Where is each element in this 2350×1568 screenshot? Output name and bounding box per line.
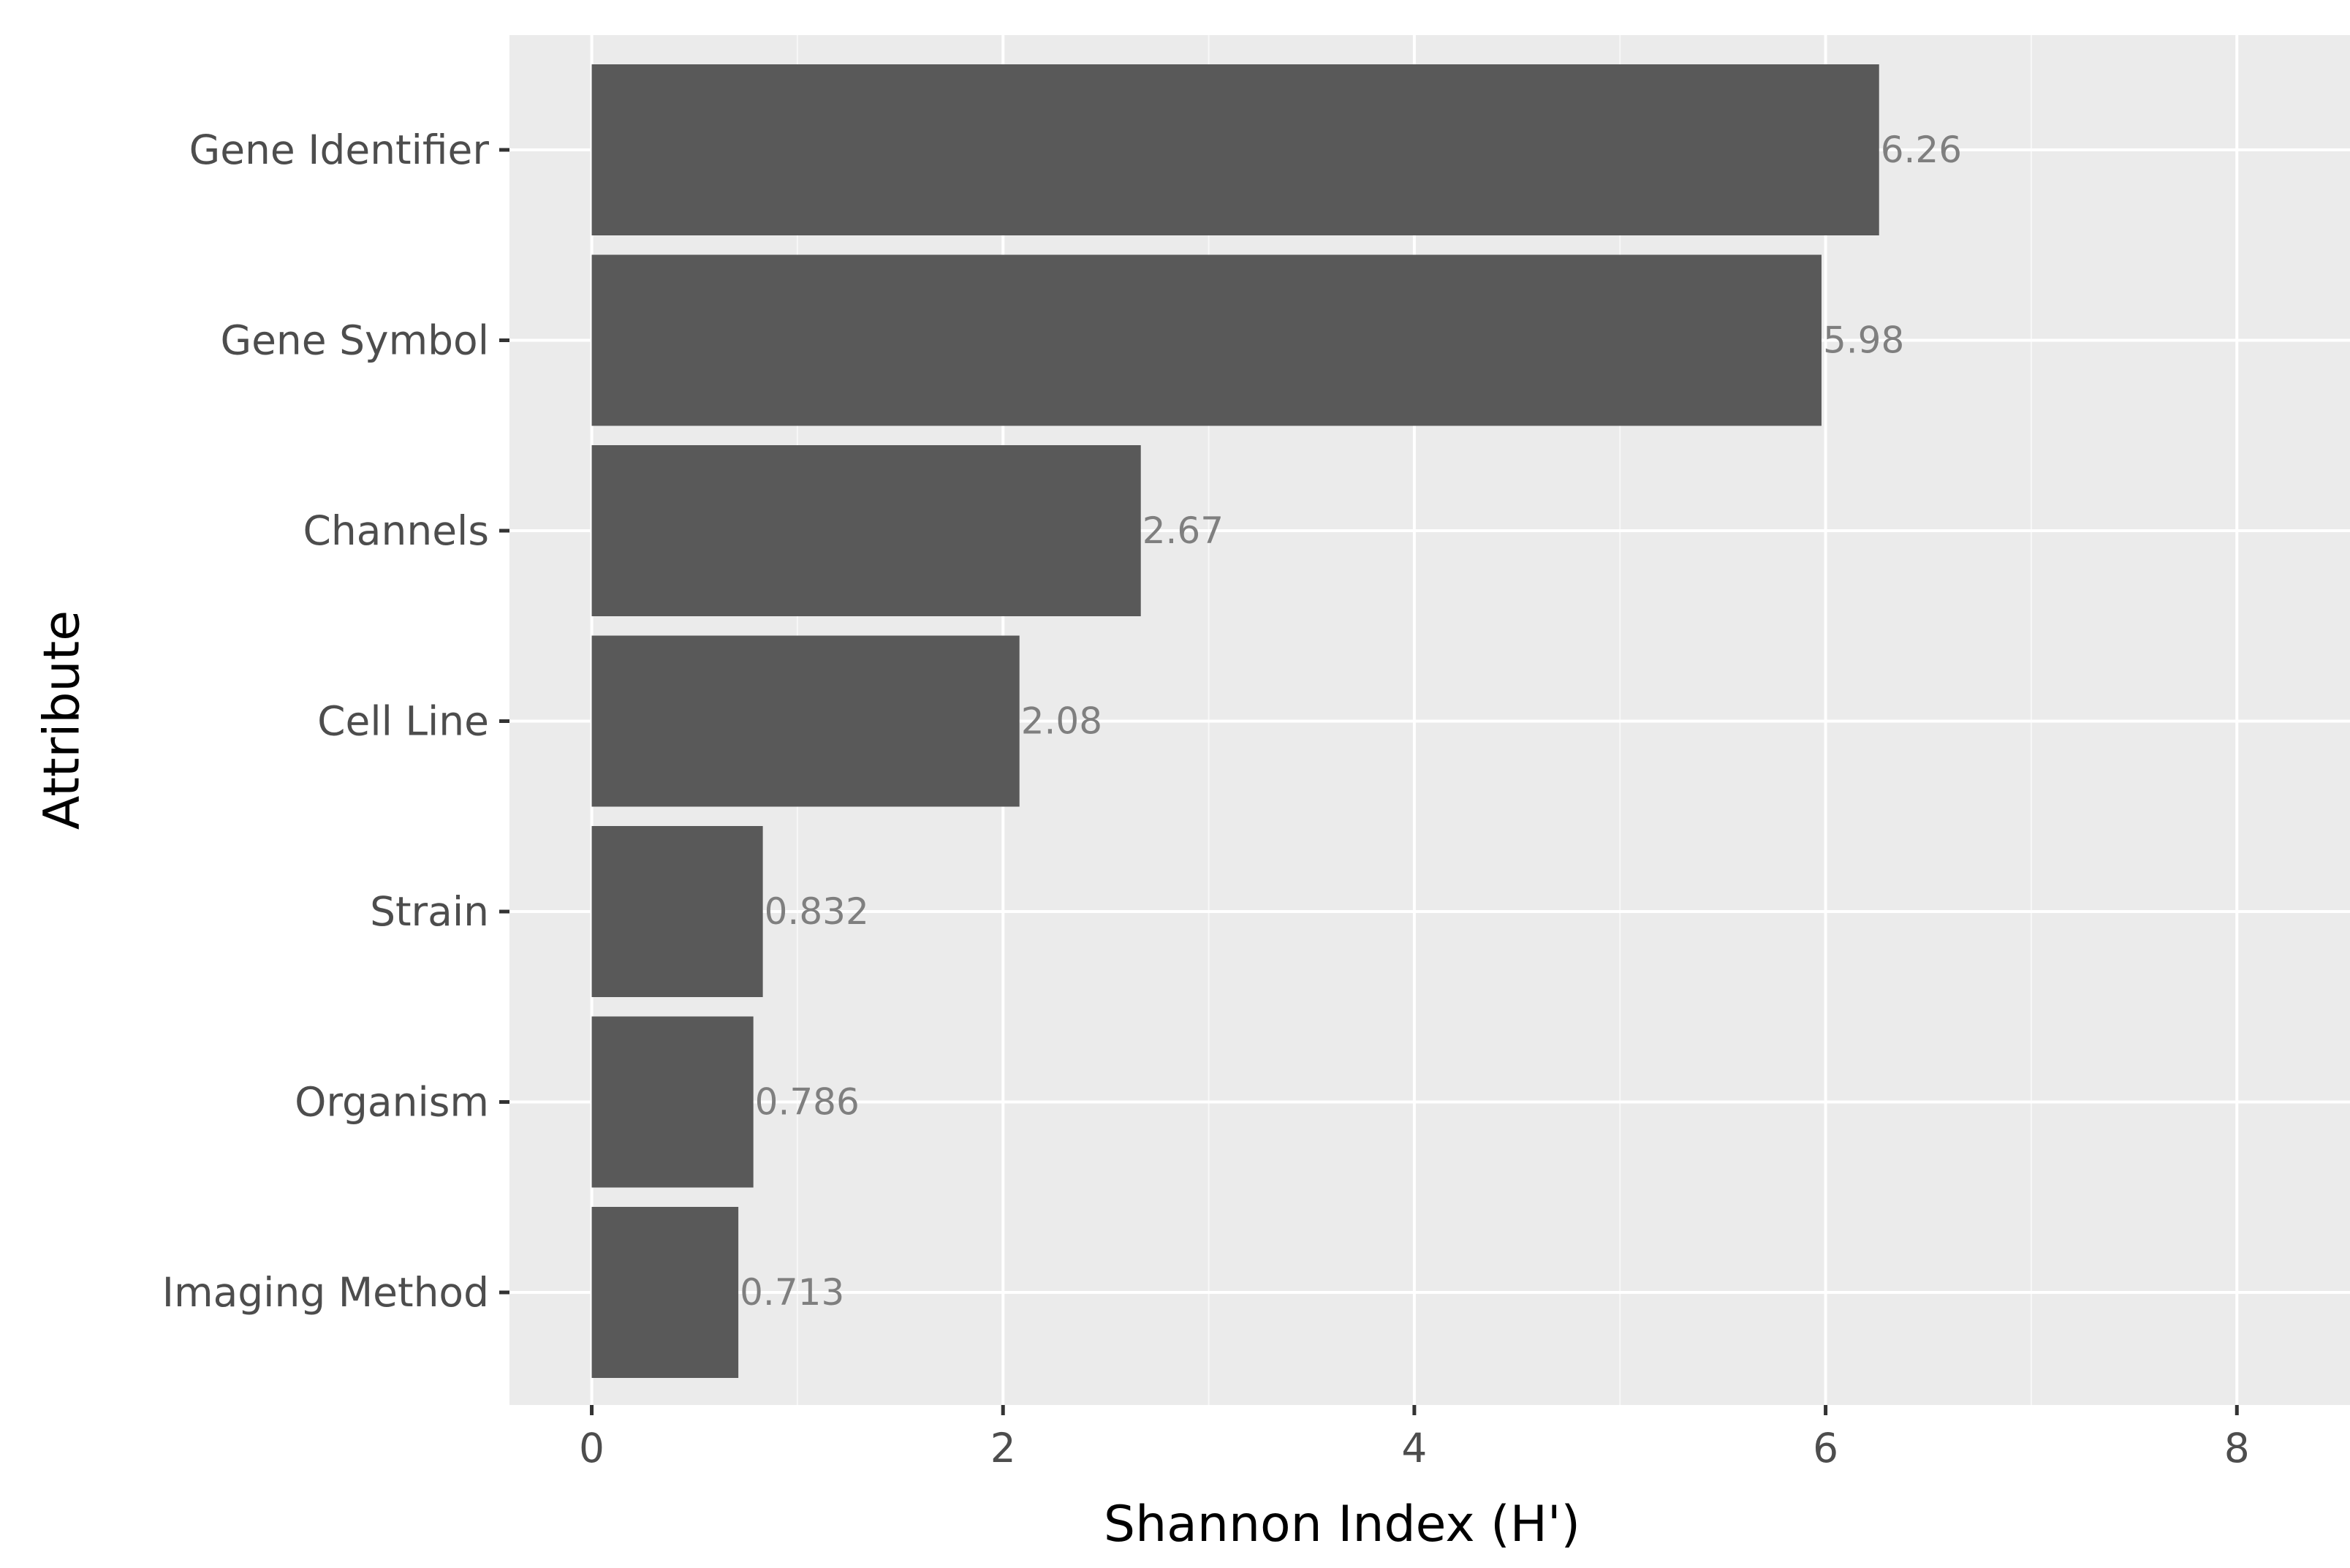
y-axis: Gene Identifier Gene Symbol Channels Cell L… bbox=[162, 126, 509, 1316]
y-tick-label: Imaging Method bbox=[162, 1269, 489, 1316]
data-label: 0.786 bbox=[755, 1081, 860, 1124]
data-label: 2.08 bbox=[1021, 700, 1102, 743]
data-label: 0.713 bbox=[740, 1271, 844, 1314]
bar bbox=[591, 1016, 754, 1188]
data-labels: 6.26 5.98 2.67 2.08 0.832 0.786 0.713 bbox=[740, 129, 1962, 1314]
y-axis-title: Attribute bbox=[34, 610, 91, 830]
y-tick-label: Cell Line bbox=[317, 698, 489, 745]
data-label: 5.98 bbox=[1823, 319, 1904, 362]
bar bbox=[591, 635, 1020, 807]
bar bbox=[591, 1207, 739, 1378]
x-tick-label: 8 bbox=[2224, 1425, 2250, 1472]
y-tick-label: Strain bbox=[370, 888, 489, 935]
x-axis-title: Shannon Index (H') bbox=[1104, 1496, 1580, 1553]
y-tick-label: Organism bbox=[295, 1079, 489, 1126]
bar bbox=[591, 64, 1879, 235]
bar bbox=[591, 254, 1822, 426]
y-tick-label: Gene Identifier bbox=[189, 126, 490, 173]
data-label: 0.832 bbox=[765, 890, 869, 933]
x-tick-label: 0 bbox=[579, 1425, 604, 1472]
y-tick-label: Channels bbox=[303, 507, 489, 554]
bars bbox=[591, 64, 1879, 1378]
x-tick-label: 4 bbox=[1401, 1425, 1427, 1472]
bar bbox=[591, 826, 763, 997]
bar bbox=[591, 445, 1141, 616]
y-tick-label: Gene Symbol bbox=[220, 317, 489, 364]
x-tick-label: 2 bbox=[990, 1425, 1016, 1472]
data-label: 6.26 bbox=[1881, 129, 1962, 171]
data-label: 2.67 bbox=[1142, 510, 1224, 552]
x-tick-label: 6 bbox=[1813, 1425, 1838, 1472]
x-axis: 0 2 4 6 8 bbox=[579, 1405, 2250, 1472]
